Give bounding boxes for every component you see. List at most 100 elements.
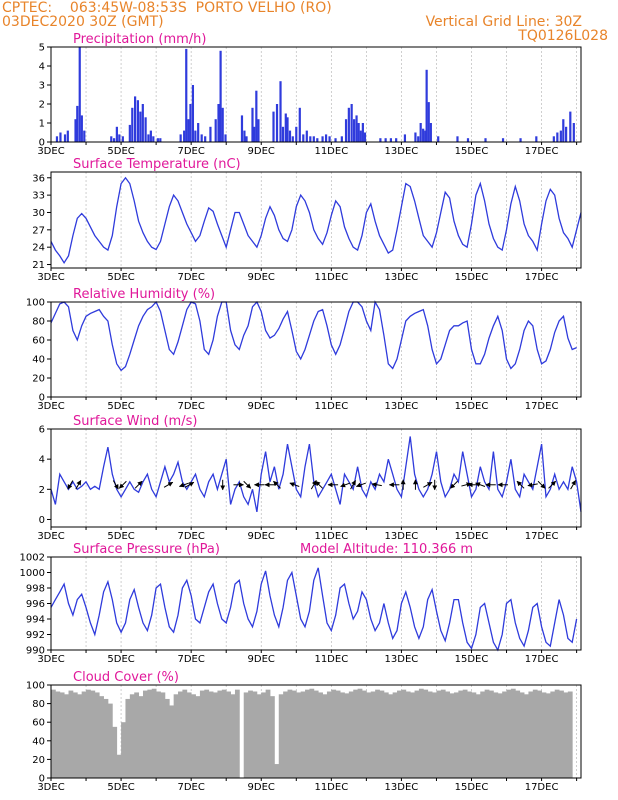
cloud-bar [226, 691, 231, 778]
pres-line [50, 567, 578, 652]
wind-arrow [423, 481, 433, 488]
precip-bar [78, 47, 81, 142]
wind-arrow [289, 482, 300, 487]
cloud-bar [313, 690, 319, 778]
precip-bar [424, 130, 427, 142]
wind-arrow [450, 480, 458, 489]
cloud-bar [129, 694, 135, 778]
cloud-bar [519, 692, 525, 778]
x-tick-label: 9DEC [248, 531, 275, 542]
cloud-bar [383, 692, 389, 778]
precip-bar [55, 136, 59, 142]
cloud-bar [112, 726, 118, 778]
precip-bar [74, 119, 77, 142]
cloud-bar [217, 690, 223, 778]
precip-bar [194, 130, 197, 142]
x-tick-label: 17DEC [525, 401, 559, 412]
x-tick-label: 15DEC [455, 531, 489, 542]
precip-bar [209, 126, 212, 142]
precip-bar [80, 115, 83, 142]
cloud-bar [178, 691, 183, 778]
cloud-bar [230, 694, 236, 778]
cloud-bar [326, 691, 332, 778]
cloud-bar [99, 696, 104, 778]
precip-bar [309, 136, 312, 142]
cloud-bar [305, 689, 310, 778]
panel-frame [50, 46, 582, 143]
precip-bar [312, 136, 315, 142]
cloud-bar [493, 692, 499, 778]
cloud-bar [221, 689, 227, 778]
precip-bar [340, 136, 343, 142]
y-tick-label: 24 [32, 243, 45, 254]
x-tick-label: 17DEC [525, 146, 559, 157]
y-tick-label: 0 [39, 515, 45, 526]
cloud-bar [510, 688, 516, 778]
x-tick-label: 11DEC [314, 782, 348, 793]
precip-bar [149, 130, 152, 142]
cloud-bar [173, 694, 179, 778]
precip-bar [437, 136, 440, 142]
x-tick-label: 17DEC [525, 272, 559, 283]
rh-panel: 0 20 40 60 80 100 3DEC 5DEC 7DEC 9DEC 11DEC 13DEC 15… [26, 287, 582, 412]
cloud-bar [322, 694, 328, 778]
cloud-bar [397, 690, 402, 778]
wind-arrow [184, 481, 195, 488]
x-tick-label: 7DEC [177, 531, 204, 542]
y-tick-label: 5 [39, 43, 45, 54]
wind-arrow [548, 480, 556, 489]
cloud-bar [274, 764, 280, 778]
precip-bar [419, 123, 422, 142]
cloud-bar [125, 698, 131, 778]
x-tick-label: 3DEC [37, 272, 64, 283]
y-tick-label: 994 [26, 615, 45, 626]
temp-panel: 21 24 27 30 33 36 3DEC 5DEC 7DEC 9DEC 11DEC 13DEC 15… [32, 157, 582, 283]
header-init-time: 03DEC2020 30Z (GMT) [2, 14, 164, 30]
y-tick-label: 100 [26, 681, 45, 692]
y-tick-label: 2 [39, 485, 45, 496]
cloud-bar [440, 689, 446, 778]
cloud-bar [357, 688, 363, 778]
wind-arrow [112, 480, 119, 490]
x-tick-label: 15DEC [455, 782, 489, 793]
wind-arrow [118, 480, 127, 489]
precip-bar [427, 102, 430, 142]
cloud-bar [528, 691, 534, 778]
cloud-bar [55, 691, 61, 778]
y-tick-label: 27 [32, 225, 45, 236]
wind-arrow [570, 480, 577, 490]
panel-frame [50, 428, 582, 528]
rh-title: Relative Humidity (%) [73, 287, 215, 302]
header-model-id: TQ0126L028 [518, 28, 608, 44]
x-tick-label: 15DEC [455, 272, 489, 283]
precip-bar [395, 138, 398, 142]
cloud-bar [554, 689, 560, 778]
precip-bar [305, 130, 308, 142]
precip-bar [204, 136, 207, 142]
precip-bar [83, 130, 86, 142]
precip-bar [221, 107, 224, 142]
cloud-bar [156, 691, 161, 778]
wind-arrow [516, 480, 525, 489]
precip-bar [286, 117, 289, 142]
y-tick-label: 3 [39, 81, 45, 92]
x-tick-label: 13DEC [385, 401, 419, 412]
wind-arrow [75, 480, 82, 490]
cloud-bar [418, 688, 424, 778]
precip-title: Precipitation (mm/h) [73, 32, 206, 47]
cloud-bar [331, 689, 337, 778]
cloud-bar [51, 689, 56, 778]
precip-bar [110, 136, 113, 142]
cloud-bar [502, 691, 507, 778]
precip-bar [425, 69, 428, 142]
cloud-bar [340, 692, 345, 778]
x-tick-label: 9DEC [248, 654, 275, 665]
cloud-bar [423, 689, 429, 778]
precip-bar [324, 134, 328, 142]
y-tick-label: 996 [26, 599, 45, 610]
cloud-bar [248, 690, 253, 778]
precip-bar [501, 138, 505, 142]
y-tick-label: 21 [32, 260, 45, 271]
cloud-bar [296, 692, 302, 778]
